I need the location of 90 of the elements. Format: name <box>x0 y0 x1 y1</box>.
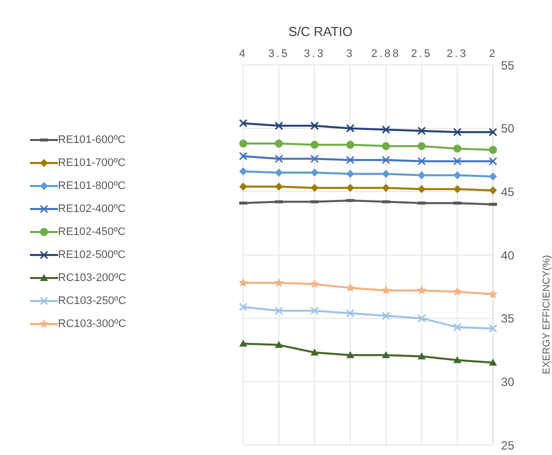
point <box>238 119 248 128</box>
point <box>274 140 283 148</box>
x-tick-label: 4 <box>239 48 248 60</box>
x-tick-label: 2 <box>488 48 498 60</box>
point <box>239 167 248 176</box>
y-tick-label: 45 <box>501 184 515 199</box>
point <box>274 306 284 315</box>
y-tick-label: 55 <box>501 58 515 72</box>
point <box>488 128 498 136</box>
point <box>417 314 426 323</box>
legend-label: RE102-400ºC <box>58 202 126 214</box>
point <box>416 285 426 295</box>
point <box>453 144 462 153</box>
point <box>382 312 390 320</box>
point <box>346 184 354 192</box>
point <box>382 142 390 150</box>
x-tick-label: 3.5 <box>268 48 290 60</box>
point <box>310 184 319 192</box>
x-tick-label: 2.5 <box>410 48 432 60</box>
point <box>418 352 426 360</box>
point <box>489 186 497 194</box>
point <box>453 356 462 364</box>
point <box>381 285 391 295</box>
point <box>274 182 283 191</box>
point <box>310 154 319 163</box>
point <box>382 156 390 164</box>
point <box>238 152 248 160</box>
point <box>382 351 390 358</box>
point <box>489 358 497 366</box>
y-axis-title: EXERGY EFFICIENCY(%) <box>542 255 552 374</box>
legend-label: RE101-600ºC <box>58 134 126 146</box>
point <box>274 340 283 348</box>
point <box>274 278 284 287</box>
point <box>274 168 283 177</box>
point <box>488 324 498 333</box>
point <box>382 184 390 192</box>
point <box>310 140 319 149</box>
point <box>239 340 248 347</box>
legend-label: RE101-800ºC <box>58 180 126 192</box>
y-tick-label: 30 <box>501 374 515 389</box>
point <box>417 126 426 136</box>
point <box>382 170 390 178</box>
point <box>239 182 248 191</box>
y-tick-label: 40 <box>501 248 515 262</box>
point <box>382 125 390 134</box>
x-tick-label: 3 <box>346 48 354 60</box>
point <box>453 185 462 194</box>
point <box>417 157 426 166</box>
legend-label: RE102-450ºC <box>58 226 126 238</box>
point <box>346 124 355 133</box>
point <box>239 140 248 148</box>
legend-label: RC103-200ºC <box>58 272 126 284</box>
point <box>418 171 426 180</box>
point <box>488 157 498 166</box>
point <box>453 322 462 332</box>
legend-label: RE101-700ºC <box>58 156 126 168</box>
point <box>453 157 462 166</box>
point <box>310 306 319 315</box>
point <box>274 154 284 163</box>
point <box>238 278 248 287</box>
point <box>452 286 462 296</box>
point <box>453 171 462 180</box>
y-tick-label: 35 <box>501 312 515 326</box>
y-tick-label: 25 <box>501 438 515 452</box>
point <box>274 122 284 130</box>
x-tick-label: 2.3 <box>446 48 468 60</box>
legend-label: RE102-500ºC <box>58 248 126 260</box>
point <box>488 289 498 298</box>
point <box>310 348 319 356</box>
point <box>418 185 426 194</box>
point <box>346 156 355 164</box>
point <box>346 140 354 149</box>
point <box>489 172 497 180</box>
x-tick-label: 2.88 <box>371 48 401 60</box>
point <box>346 282 356 292</box>
point <box>489 146 497 154</box>
x-axis-title: S/C RATIO <box>287 24 354 39</box>
point <box>453 128 462 136</box>
point <box>346 309 355 318</box>
point <box>310 168 319 177</box>
point <box>346 351 354 358</box>
point <box>310 122 319 130</box>
legend-label: RC103-250ºC <box>58 294 126 306</box>
point <box>238 302 248 312</box>
point <box>346 170 354 178</box>
point <box>418 142 426 150</box>
x-tick-label: 3.3 <box>304 48 326 60</box>
y-tick-label: 50 <box>501 122 515 136</box>
legend-label: RC103-300ºC <box>58 318 126 330</box>
point <box>310 279 320 288</box>
